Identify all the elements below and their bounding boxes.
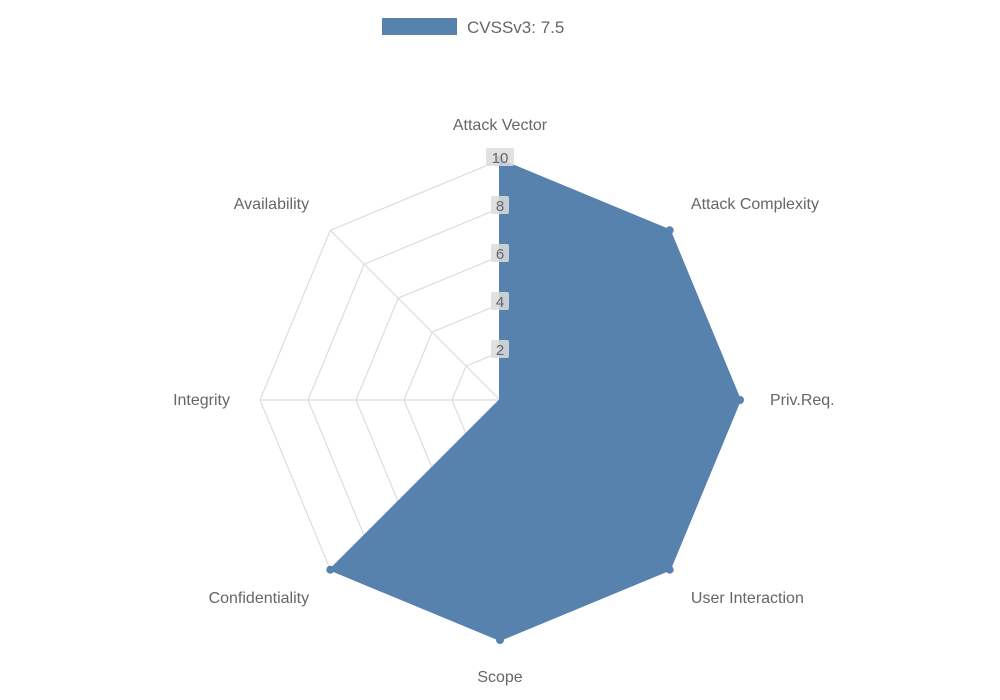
- radar-tick-label: 2: [496, 342, 504, 359]
- radar-series-marker: [666, 566, 674, 574]
- radar-axis-label: Attack Complexity: [691, 196, 819, 213]
- radar-tick-label: 8: [496, 198, 504, 215]
- radar-axis-label: Attack Vector: [453, 117, 548, 134]
- radar-tick-label: 10: [492, 150, 509, 167]
- radar-axis-label: Confidentiality: [209, 590, 310, 607]
- radar-axis-label: Availability: [234, 196, 309, 213]
- radar-series-marker: [736, 396, 744, 404]
- radar-axis-label: User Interaction: [691, 590, 804, 607]
- legend-swatch: [382, 18, 457, 35]
- radar-axis-label: Priv.Req.: [770, 392, 835, 409]
- legend-label: CVSSv3: 7.5: [467, 18, 564, 37]
- radar-axis-label: Integrity: [173, 392, 230, 409]
- radar-axis-label: Scope: [477, 669, 522, 686]
- radar-chart: Attack Vector Attack Complexity Priv.Req. U…: [0, 0, 1000, 700]
- radar-series-marker: [326, 566, 334, 574]
- radar-tick-label: 4: [496, 294, 504, 311]
- radar-series-marker: [666, 226, 674, 234]
- radar-tick-label: 6: [496, 246, 504, 263]
- radar-chart-container: Attack Vector Attack Complexity Priv.Req. U…: [0, 0, 1000, 700]
- radar-series-marker: [496, 636, 504, 644]
